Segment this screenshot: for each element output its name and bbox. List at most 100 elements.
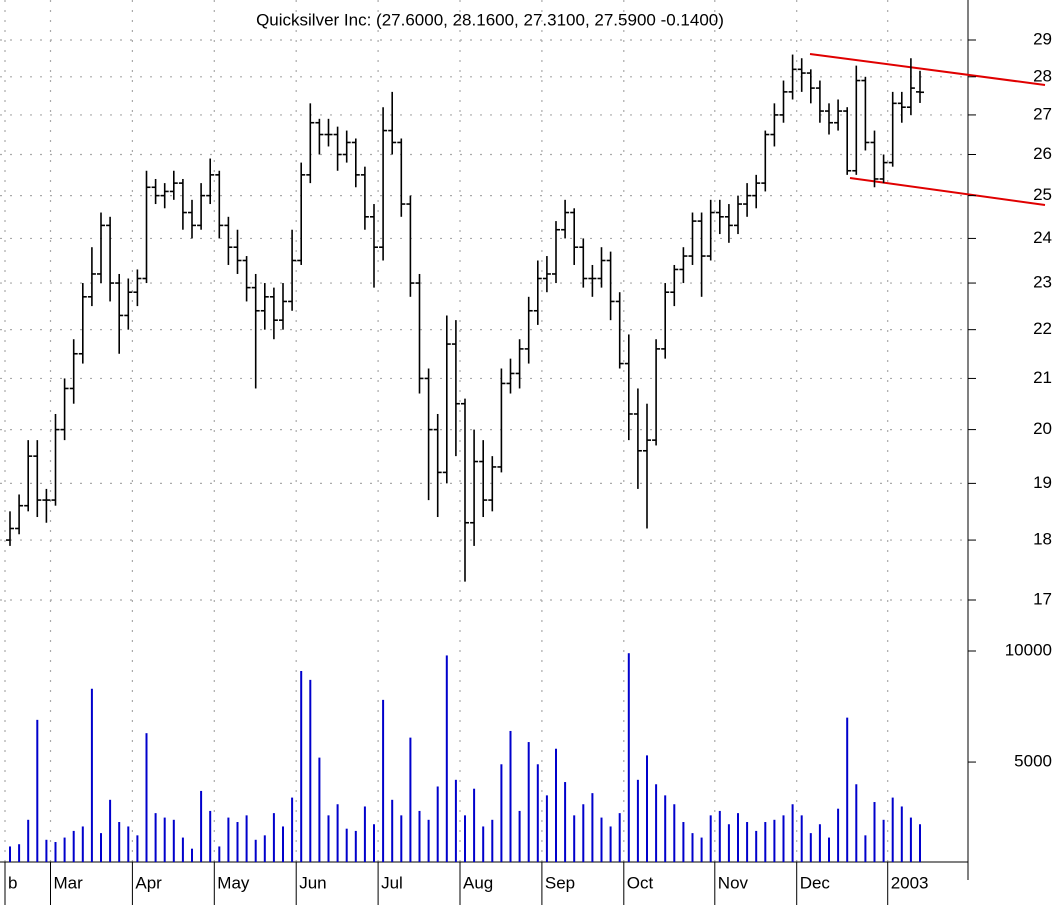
volume-bar — [627, 653, 630, 862]
volume-bar — [400, 815, 403, 862]
x-tick-label: Oct — [627, 873, 654, 892]
volume-bar — [154, 813, 157, 862]
volume-bar — [272, 813, 275, 862]
x-tick-label: May — [217, 873, 250, 892]
volume-bar — [509, 730, 512, 862]
y-tick-label: 20 — [1033, 419, 1052, 438]
volume-bar — [100, 833, 102, 862]
volume-bar — [646, 755, 648, 862]
volume-bar — [345, 828, 348, 862]
y-tick-label: 17 — [1033, 589, 1052, 608]
x-tick-label: Jul — [381, 873, 403, 892]
chart-subtitle: Quicksilver Inc: (27.6000, 28.1600, 27.3… — [256, 10, 724, 29]
volume-bar — [27, 819, 30, 862]
volume-bar — [673, 804, 676, 862]
volume-bar — [327, 815, 330, 862]
volume-bar — [919, 824, 921, 862]
x-tick-label: Sep — [545, 873, 575, 892]
volume-bar — [118, 822, 121, 862]
volume-bar — [300, 670, 303, 862]
volume-bar — [727, 824, 730, 862]
x-tick-label: Jun — [299, 873, 326, 892]
volume-bar — [545, 795, 548, 862]
volume-bar — [318, 757, 321, 862]
volume-bar — [682, 822, 685, 862]
y-tick-label: 29 — [1033, 29, 1052, 48]
volume-bar — [891, 797, 894, 862]
volume-bar — [536, 764, 539, 862]
volume-bar — [873, 802, 876, 862]
volume-bar — [527, 742, 530, 862]
volume-bar — [145, 733, 148, 862]
volume-bar — [655, 784, 658, 862]
x-tick-label: Dec — [800, 873, 831, 892]
volume-bar — [172, 819, 175, 862]
volume-bar — [882, 819, 885, 862]
trendline-lower — [849, 177, 1046, 206]
volume-bar — [72, 830, 75, 862]
volume-bar — [491, 819, 494, 862]
volume-bar — [618, 813, 621, 862]
y-tick-label: 19 — [1033, 473, 1052, 492]
volume-bar — [818, 824, 821, 862]
volume-bar — [418, 810, 421, 862]
volume-bar — [354, 830, 357, 862]
volume-bar — [81, 826, 84, 862]
volume-bar — [700, 837, 703, 862]
trendline-upper — [809, 53, 1046, 86]
x-tick-label: Apr — [135, 873, 162, 892]
volume-bar — [391, 799, 394, 862]
volume-bar — [254, 839, 257, 862]
volume-bar — [909, 817, 912, 862]
volume-bar — [709, 815, 712, 862]
volume-bar — [127, 826, 130, 862]
volume-bar — [436, 786, 439, 862]
x-tick-label: Mar — [54, 873, 84, 892]
volume-bar — [591, 793, 594, 862]
volume-bar — [209, 810, 212, 862]
volume-bar — [45, 839, 48, 862]
volume-bar — [54, 842, 57, 862]
volume-bar — [282, 826, 284, 862]
volume-bar — [181, 837, 184, 862]
volume-bar — [573, 815, 576, 862]
volume-bar — [291, 797, 294, 862]
volume-bar — [764, 822, 767, 862]
volume-bar — [609, 826, 612, 862]
volume-bar — [454, 779, 457, 862]
volume-bar — [782, 815, 785, 862]
volume-bar — [737, 813, 739, 862]
volume-bar — [373, 824, 375, 862]
volume-bar — [218, 846, 221, 862]
volume-bar — [500, 764, 503, 862]
volume-bar — [564, 782, 567, 862]
y-tick-label: 26 — [1033, 144, 1052, 163]
volume-bar — [136, 835, 139, 862]
volume-bar — [746, 822, 749, 862]
volume-bar — [227, 817, 230, 862]
volume-bar — [63, 837, 66, 862]
volume-bar — [482, 826, 485, 862]
volume-bar — [691, 833, 694, 862]
volume-bar — [636, 779, 639, 862]
volume-bar — [464, 815, 466, 862]
volume-bar — [445, 655, 448, 862]
volume-bar — [245, 815, 248, 862]
volume-bar — [109, 799, 112, 862]
volume-bar — [809, 833, 812, 862]
volume-bar — [855, 784, 858, 862]
volume-bar — [800, 815, 803, 862]
y-tick-label: 21 — [1033, 368, 1052, 387]
volume-bar — [846, 717, 849, 862]
volume-bar — [555, 748, 557, 862]
volume-bar — [600, 817, 603, 862]
volume-bar — [864, 835, 867, 862]
volume-bar — [382, 699, 385, 862]
volume-bar — [18, 844, 21, 862]
x-tick-label: 2003 — [891, 873, 929, 892]
volume-bar — [837, 808, 840, 862]
volume-bar — [9, 846, 11, 862]
y-tick-label: 18 — [1033, 530, 1052, 549]
y-tick-label: 28 — [1033, 66, 1052, 85]
volume-bar — [791, 804, 794, 862]
